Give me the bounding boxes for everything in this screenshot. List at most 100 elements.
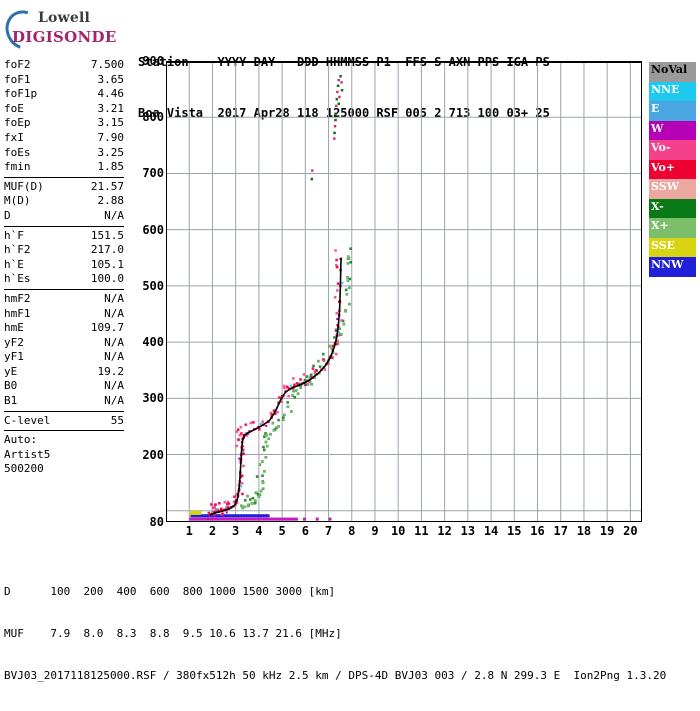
param-value: 7.90	[97, 130, 125, 144]
param-group-clevel: C-level 55	[4, 414, 124, 429]
param-value: 4.46	[97, 87, 125, 101]
legend-item-label: X+	[651, 219, 669, 232]
param-value: 7.500	[90, 58, 124, 71]
param-value: N/A	[104, 379, 124, 393]
param-value: N/A	[104, 394, 124, 408]
x-axis-tick-label: 2	[208, 524, 217, 538]
param-key: foE	[4, 101, 24, 115]
param-key: hmE	[4, 321, 24, 335]
param-row: yF2 N/A	[4, 336, 124, 351]
param-key: h`F	[4, 228, 24, 242]
param-key: h`Es	[4, 272, 31, 286]
param-key: yE	[4, 364, 18, 378]
series-autoscaled-trace	[209, 257, 342, 517]
param-key: foEp	[4, 116, 31, 130]
x-axis-tick-label: 1	[185, 524, 193, 538]
x-axis-tick-label: 3	[232, 524, 240, 538]
table-divider-1	[4, 176, 124, 178]
param-key: fmin	[4, 160, 31, 174]
param-key: M(D)	[4, 194, 31, 208]
param-key: foF1p	[4, 87, 38, 101]
param-value: 2.88	[97, 194, 125, 208]
table-divider-2	[4, 225, 124, 227]
series-high-altitude-echoes-green	[310, 74, 344, 181]
x-axis-tick-label: 7	[324, 524, 333, 538]
param-row: D N/A	[4, 209, 124, 224]
y-axis-tick-label: 700	[142, 166, 164, 181]
param-row: MUF(D) 21.57	[4, 180, 124, 195]
param-key: foF2	[4, 58, 31, 71]
param-key: h`E	[4, 257, 24, 271]
param-group-virtual-heights: h`F 151.5 h`F2 217.0 h`E 105.1 h`Es 100.0	[4, 229, 124, 287]
legend-item-label: SSE	[651, 238, 676, 252]
param-value: 1.85	[97, 160, 125, 174]
x-axis-tick-label: 9	[371, 524, 379, 538]
ionogram-plot[interactable]	[166, 61, 642, 522]
param-row: foEp 3.15	[4, 116, 124, 131]
legend-item[interactable]: W	[649, 120, 696, 140]
y-axis-tick-label: 200	[142, 447, 164, 462]
x-axis-tick-label: 14	[483, 524, 499, 538]
param-row: C-level 55	[4, 414, 124, 429]
x-axis-tick-label: 17	[553, 524, 568, 538]
param-value: 3.65	[97, 72, 125, 86]
autoscaling-info: Auto: Artist5 500200	[4, 433, 124, 477]
param-value: N/A	[104, 208, 124, 222]
legend-item-label: E	[651, 102, 660, 115]
param-value: 3.21	[97, 101, 125, 115]
logo-lowell-text: Lowell	[38, 10, 90, 26]
x-axis-tick-label: 16	[530, 524, 545, 538]
param-value: 3.15	[97, 116, 125, 130]
param-row: hmF2 N/A	[4, 292, 124, 307]
param-key: yF2	[4, 335, 24, 349]
param-value: 105.1	[90, 257, 124, 271]
legend-item[interactable]: E	[649, 101, 696, 121]
param-key: hmF1	[4, 306, 31, 320]
param-key: B1	[4, 394, 18, 408]
x-axis-tick-label: 6	[301, 524, 309, 538]
param-key: C-level	[4, 413, 51, 427]
polarization-legend: NoVal NNE E W Vo- Vo+ SSW X- X+ SSE NNW	[649, 62, 696, 277]
param-row: M(D) 2.88	[4, 194, 124, 209]
param-value: 55	[110, 413, 124, 427]
x-axis-tick-label: 18	[576, 524, 592, 538]
param-row: yF1 N/A	[4, 350, 124, 365]
param-value: 100.0	[90, 272, 124, 286]
legend-item-label: X-	[651, 199, 664, 213]
legend-item[interactable]: X-	[649, 198, 696, 218]
param-value: 217.0	[90, 243, 124, 257]
legend-item[interactable]: SSW	[649, 179, 696, 199]
param-row: h`F2 217.0	[4, 243, 124, 258]
param-row: h`F 151.5	[4, 229, 124, 244]
x-axis-tick-label: 12	[437, 524, 452, 538]
ionogram-canvas[interactable]	[166, 61, 642, 522]
param-value: 19.2	[97, 364, 125, 378]
param-row: h`E 105.1	[4, 258, 124, 273]
legend-item[interactable]: NoVal	[649, 62, 696, 82]
station-header-values: Boa Vista 2017 Apr28 118 125000 RSF 005 …	[138, 106, 550, 120]
x-axis-tick-label: 13	[460, 524, 476, 538]
lowell-digisonde-logo: Lowell DIGISONDE	[0, 3, 126, 57]
x-axis-tick-label: 8	[348, 524, 356, 538]
param-key: h`F2	[4, 243, 31, 257]
legend-item[interactable]: X+	[649, 218, 696, 238]
param-value: N/A	[104, 350, 124, 364]
ionogram-page: Lowell DIGISONDE Station YYYY DAY DDD HH…	[0, 3, 696, 682]
x-axis-labels: 1 2 3 4 5 6 7 8 9 10 11 12 13 14 15 16 17 18 19 20	[150, 524, 670, 544]
legend-item[interactable]: Vo+	[649, 159, 696, 179]
param-row: foEs 3.25	[4, 146, 124, 161]
y-axis-tick-label: 800	[142, 110, 164, 125]
y-axis-tick-label: 600	[142, 222, 164, 237]
param-value: 151.5	[90, 228, 124, 242]
x-axis-tick-label: 19	[599, 524, 615, 538]
legend-item[interactable]: NNE	[649, 81, 696, 101]
param-key: D	[4, 208, 11, 222]
auto-line: Artist5	[4, 447, 51, 461]
legend-item[interactable]: NNW	[649, 257, 696, 277]
legend-item[interactable]: SSE	[649, 237, 696, 257]
legend-item[interactable]: Vo-	[649, 140, 696, 160]
y-axis-tick-label: 900	[142, 54, 164, 68]
param-group-profile: hmF2 N/A hmF1 N/A hmE 109.7 yF2 N/A yF1 N/A yE 19.2…	[4, 292, 124, 409]
param-row: foE 3.21	[4, 102, 124, 117]
param-row: hmF1 N/A	[4, 307, 124, 322]
